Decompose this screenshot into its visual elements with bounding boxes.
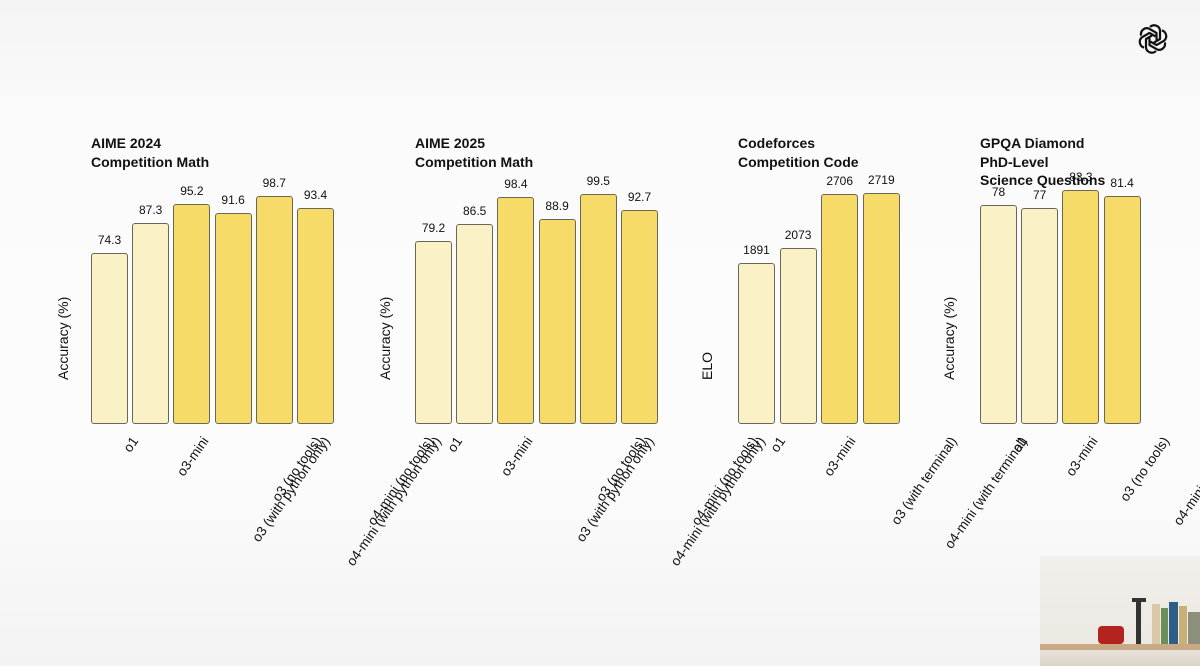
bar	[738, 263, 775, 424]
value-label: 83.3	[1069, 170, 1093, 185]
y-axis-label: Accuracy (%)	[377, 296, 393, 380]
bar	[1021, 208, 1059, 424]
x-tick-label: o4-mini (no tools)	[687, 434, 761, 529]
chart-title-line: Codeforces	[738, 135, 816, 151]
chart-title-line: PhD-Level	[980, 153, 1049, 170]
x-tick-label: o3-mini	[1062, 434, 1101, 479]
bar	[1103, 195, 1141, 424]
chart-title-line: Competition Math	[91, 153, 210, 170]
chart-title: AIME 2024 Competition Math	[91, 134, 209, 171]
value-label: 88.9	[545, 198, 569, 213]
bar	[497, 196, 535, 424]
chart-title: Codeforces Competition Code	[738, 134, 859, 171]
x-tick-label: o4-mini (no tools)	[1170, 434, 1200, 529]
bar	[173, 204, 211, 424]
chart-title: GPQA Diamond PhD-Level Science Questions	[980, 134, 1105, 190]
bar	[579, 194, 617, 424]
bar	[779, 247, 817, 424]
openai-logo-icon	[1138, 24, 1168, 54]
value-label: 86.5	[463, 204, 487, 219]
value-label: 93.4	[303, 188, 328, 203]
bar	[980, 205, 1017, 424]
chart-title-line: AIME 2024	[91, 135, 162, 151]
bar	[255, 196, 293, 424]
x-tick-label: o3 (with terminal)	[887, 434, 960, 528]
bar	[862, 192, 900, 424]
x-tick-label: o3-mini	[820, 434, 859, 479]
value-label: 2073	[784, 227, 812, 242]
value-label: 1891	[743, 243, 770, 258]
value-label: 2706	[826, 174, 854, 189]
bar	[821, 194, 859, 424]
value-label: 2719	[867, 172, 895, 187]
value-label: 95.2	[180, 184, 204, 199]
value-label: 81.4	[1110, 175, 1134, 190]
value-label: 77	[1033, 188, 1047, 203]
x-tick-label: o1	[119, 434, 141, 455]
bar	[297, 208, 334, 424]
chart-title-line: Competition Code	[738, 153, 859, 170]
chart-title-line: Competition Math	[415, 153, 534, 170]
bar	[415, 241, 452, 424]
value-label: 78	[991, 185, 1006, 200]
bar	[1062, 190, 1100, 424]
value-label: 79.2	[421, 221, 446, 236]
y-axis-label: ELO	[699, 351, 715, 380]
bar	[456, 224, 494, 424]
x-tick-label: o4-mini (no tools)	[363, 434, 437, 529]
x-tick-label: o3-mini	[173, 434, 212, 479]
y-axis-label: Accuracy (%)	[55, 296, 71, 380]
x-tick-label: o1	[443, 434, 465, 455]
value-label: 74.3	[97, 232, 122, 247]
value-label: 87.3	[139, 202, 163, 217]
bar	[621, 210, 658, 424]
y-axis-label: Accuracy (%)	[941, 296, 957, 380]
bar	[214, 212, 252, 424]
x-tick-label: o3-mini	[497, 434, 536, 479]
chart-title-line: GPQA Diamond	[980, 135, 1085, 151]
value-label: 99.5	[586, 174, 610, 189]
chart-title-line: Science Questions	[980, 172, 1106, 188]
value-label: 91.6	[221, 192, 245, 207]
presenter-webcam-image	[1040, 556, 1200, 666]
value-label: 98.4	[504, 176, 528, 191]
chart-title-line: AIME 2025	[415, 135, 486, 151]
value-label: 98.7	[262, 176, 286, 191]
chart-title: AIME 2025 Competition Math	[415, 134, 533, 171]
bar	[538, 218, 576, 424]
x-tick-label: o3 (no tools)	[1116, 434, 1173, 505]
value-label: 92.7	[627, 190, 652, 205]
bar	[91, 252, 128, 424]
x-tick-label: o1	[766, 434, 788, 455]
bar	[132, 222, 170, 424]
